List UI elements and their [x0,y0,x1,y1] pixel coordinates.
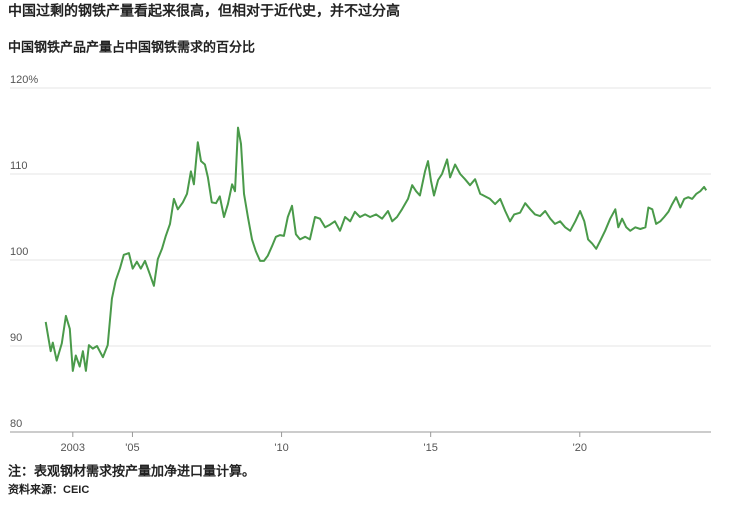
y-tick-label: 120% [10,74,38,86]
line [44,126,708,372]
source: 资料来源：CEIC [8,482,89,496]
x-tick-label: '15 [423,442,437,454]
x-tick-label: 2003 [61,442,85,454]
note: 注：表观钢材需求按产量加净进口量计算。 [8,463,255,478]
chart-subtitle: 中国钢铁产品产量占中国钢铁需求的百分比 [8,39,255,54]
x-tick-label: '10 [274,442,288,454]
chart-title: 中国过剩的钢铁产量看起来很高，但相对于近代史，并不过分高 [8,3,400,19]
x-tick-label: '20 [573,442,587,454]
x-tick-label: '05 [125,442,139,454]
y-tick-label: 110 [10,160,28,172]
y-tick-label: 100 [10,246,28,258]
y-tick-label: 90 [10,332,22,344]
y-tick-label: 80 [10,418,22,430]
